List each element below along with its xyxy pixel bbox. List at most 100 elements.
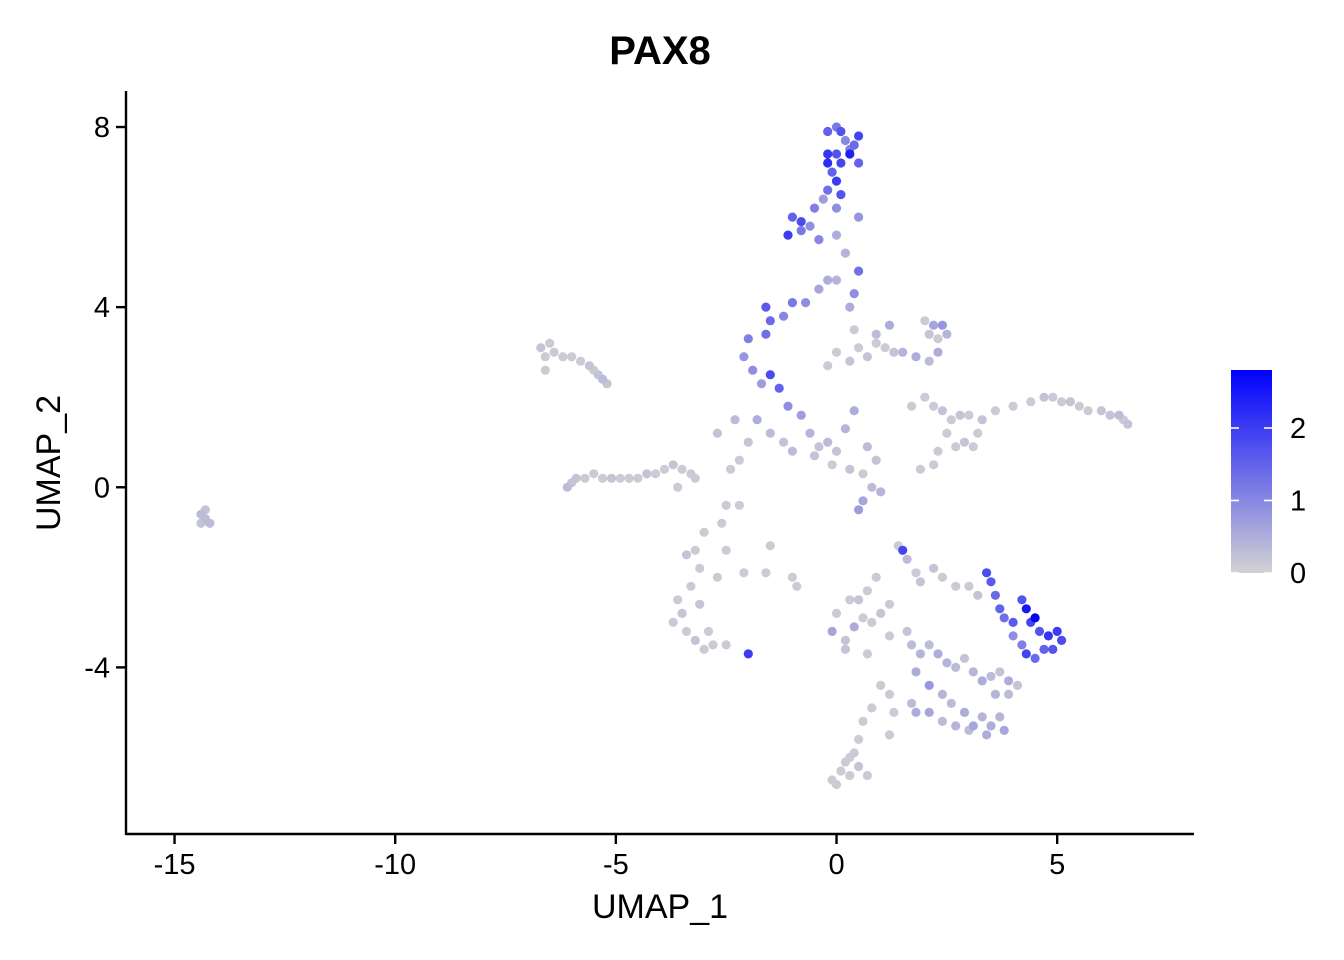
data-point <box>854 595 864 605</box>
data-point <box>1065 397 1075 407</box>
y-ticks: -4 0 4 8 <box>84 112 126 684</box>
data-point <box>907 640 917 650</box>
data-point <box>951 662 961 673</box>
y-tick-label: 4 <box>94 292 110 324</box>
data-point <box>915 577 926 587</box>
data-point <box>796 226 806 236</box>
data-point <box>1030 613 1040 623</box>
data-point <box>787 572 798 582</box>
data-point <box>761 329 771 339</box>
data-point <box>1043 631 1053 641</box>
data-point <box>959 707 970 718</box>
data-point <box>924 640 934 650</box>
data-point <box>840 635 851 646</box>
data-point <box>968 721 978 731</box>
data-point <box>933 347 943 357</box>
data-point <box>831 347 842 357</box>
data-point <box>205 518 215 528</box>
data-point <box>884 730 895 740</box>
data-point <box>854 266 864 276</box>
colorbar-tick-label: 0 <box>1290 558 1306 590</box>
data-point <box>831 176 842 186</box>
data-point <box>831 149 842 159</box>
data-point <box>796 217 806 227</box>
data-point <box>849 406 859 416</box>
data-point <box>774 383 784 393</box>
data-point <box>862 586 873 596</box>
data-point <box>845 595 855 605</box>
data-point <box>937 716 948 727</box>
data-point <box>862 352 873 362</box>
data-point <box>924 707 934 718</box>
data-point <box>1052 626 1062 637</box>
data-point <box>836 126 846 137</box>
data-point <box>1012 680 1023 691</box>
data-point <box>823 437 833 447</box>
data-point <box>862 442 873 452</box>
data-point <box>721 500 731 510</box>
data-point <box>867 617 877 628</box>
data-point <box>651 469 661 479</box>
data-point <box>982 730 992 740</box>
data-point <box>920 316 930 326</box>
data-point <box>845 464 855 474</box>
x-tick-label: 0 <box>828 849 844 881</box>
data-point <box>1074 401 1084 411</box>
data-point <box>871 329 881 339</box>
data-point <box>827 626 837 637</box>
data-point <box>845 302 855 312</box>
data-point <box>973 428 983 438</box>
data-point <box>699 644 709 655</box>
data-point <box>1026 397 1036 407</box>
data-point <box>946 415 956 425</box>
data-point <box>677 464 687 474</box>
data-point <box>911 707 921 718</box>
data-point <box>986 721 996 731</box>
data-point <box>814 235 824 245</box>
data-point <box>924 356 934 366</box>
data-point <box>809 451 820 461</box>
data-point <box>1048 644 1058 655</box>
data-point <box>690 545 700 555</box>
data-point <box>995 604 1005 614</box>
data-point <box>615 473 625 483</box>
data-point <box>836 190 846 200</box>
data-point <box>854 212 864 222</box>
data-point <box>681 626 692 637</box>
data-point <box>1034 626 1045 637</box>
data-point <box>796 410 806 420</box>
data-point <box>942 428 952 438</box>
data-point <box>558 352 568 362</box>
data-point <box>712 572 723 582</box>
data-point <box>871 572 881 582</box>
data-point <box>845 356 855 366</box>
data-point <box>196 509 206 519</box>
data-point <box>1123 419 1133 429</box>
data-point <box>898 347 908 357</box>
colorbar-tick-label: 2 <box>1290 413 1306 445</box>
data-point <box>1057 397 1067 407</box>
x-tick-label: 5 <box>1049 849 1065 881</box>
data-point <box>933 334 943 344</box>
data-point <box>783 230 793 240</box>
data-point <box>677 608 687 619</box>
data-point <box>995 667 1005 677</box>
data-point <box>642 469 652 479</box>
data-point <box>1057 635 1067 646</box>
data-point <box>1017 640 1027 650</box>
data-point <box>915 649 926 659</box>
data-point <box>951 442 961 452</box>
data-point <box>995 712 1005 722</box>
data-point <box>668 460 678 470</box>
data-point <box>743 649 753 659</box>
data-point <box>955 410 965 420</box>
data-point <box>606 473 617 483</box>
data-point <box>567 352 577 362</box>
y-tick-label: 8 <box>94 112 110 144</box>
data-point <box>959 437 970 447</box>
data-point <box>858 469 868 479</box>
data-point <box>854 734 864 745</box>
data-point <box>968 442 978 452</box>
data-point <box>681 550 692 560</box>
